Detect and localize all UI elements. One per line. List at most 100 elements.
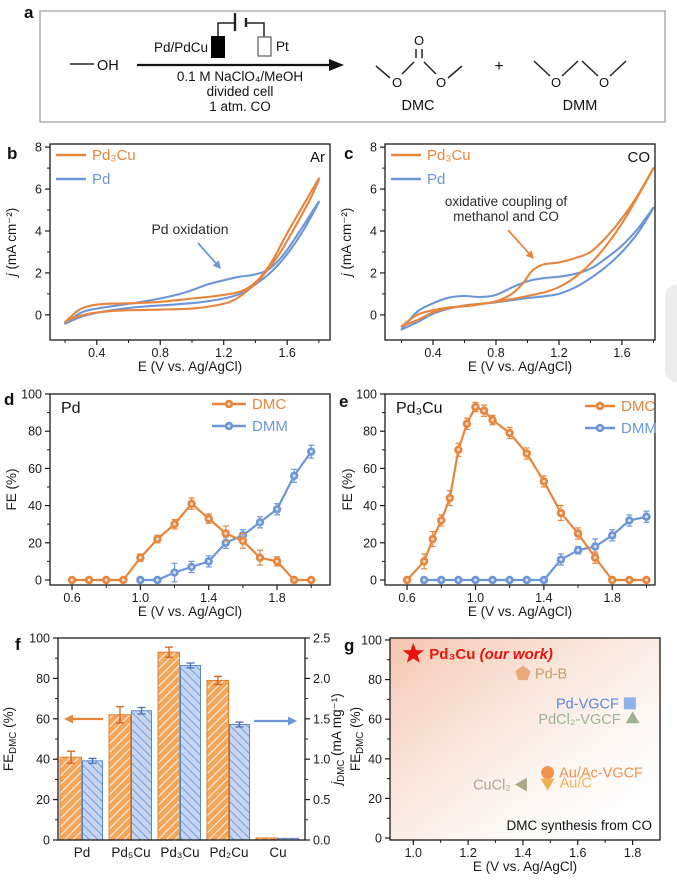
corner-label: CO — [628, 149, 651, 166]
tspan-shape: DMC — [8, 732, 19, 754]
tspan-shape: methanol and CO — [453, 209, 559, 224]
tspan-shape: (mA mg⁻¹) — [329, 693, 344, 759]
tspan-shape: Pd₃Cu — [92, 147, 136, 164]
circle-shape — [70, 578, 74, 582]
tspan-shape: j — [339, 272, 354, 278]
tspan-shape: FE — [1, 754, 16, 771]
tspan-shape: 0.6 — [398, 591, 415, 605]
circle-shape — [309, 450, 313, 454]
panel-g-letter: g — [344, 636, 355, 655]
circle-shape — [173, 522, 177, 526]
tspan-shape: 60 — [363, 462, 377, 476]
tspan-shape: 4 — [370, 224, 377, 238]
annotation-text: methanol and CO — [453, 209, 559, 224]
circle-shape — [491, 578, 495, 582]
y-tick-label: 100 — [21, 388, 42, 402]
circle-shape — [138, 556, 142, 560]
circle-shape — [292, 578, 296, 582]
tspan-shape: 0 — [370, 308, 377, 322]
circle-shape — [173, 571, 177, 575]
line-shape — [197, 242, 217, 264]
panel-a-letter: a — [24, 3, 34, 22]
category-label: Cu — [269, 845, 286, 860]
circle-shape — [309, 578, 313, 582]
tspan-shape: FE (%) — [340, 469, 355, 511]
tspan-shape: (%) — [1, 707, 16, 732]
y-tick-label: 8 — [35, 141, 42, 155]
circle-shape — [465, 422, 469, 426]
category-label: Pd — [74, 845, 91, 860]
catalyst-label: Pd/PdCu — [154, 40, 208, 55]
y-tick-label: 8 — [370, 141, 377, 155]
compare-label: Pd-VGCF — [556, 696, 619, 712]
circle-shape — [508, 578, 512, 582]
plot-frame — [49, 143, 331, 341]
panel-d-chart: 0.6 1.0 1.4 1.8 0 20 40 60 80 100 E (V vs. Ag/AgCl… — [0, 368, 338, 632]
x-tick-label: 1.8 — [268, 591, 285, 605]
tspan-shape: DMC — [355, 732, 366, 754]
line-shape — [447, 65, 463, 79]
x-tick-label: 0.8 — [487, 346, 504, 360]
x-tick-label: 1.8 — [624, 846, 641, 860]
circle-shape — [644, 515, 648, 519]
tspan-shape: 1.0 — [132, 591, 149, 605]
circle-shape — [224, 531, 228, 535]
tspan-shape: 20 — [368, 792, 382, 806]
circle-shape — [598, 426, 602, 430]
fe-bar-Pd — [59, 756, 82, 841]
x-tick-label: 1.6 — [569, 846, 586, 860]
y-axis-label: FE (%) — [340, 469, 355, 511]
circle-shape — [292, 474, 296, 478]
plot-frame — [49, 393, 331, 586]
circle-shape — [456, 448, 460, 452]
y-tick-label: 0 — [370, 308, 377, 322]
series-line-DMM — [424, 515, 647, 582]
circle-shape — [610, 533, 614, 537]
wire-right — [246, 22, 265, 37]
chart-b-svg: 0.4 0.8 1.2 1.6 0 2 4 6 8 E (V vs. Ag/AgCl) j (mA … — [4, 141, 331, 374]
circle-shape — [224, 541, 228, 545]
tspan-shape: Pd — [61, 400, 81, 417]
tspan-shape: 1.6 — [569, 846, 586, 860]
y-tick-label: 4 — [35, 224, 42, 238]
cv-curve-Pd — [64, 200, 320, 325]
y2-axis-label: jDMC (mA mg⁻¹) — [329, 693, 347, 787]
x-tick-label: 0.8 — [152, 346, 169, 360]
x-tick-label: 1.4 — [535, 591, 552, 605]
circle-shape — [138, 578, 142, 582]
tspan-shape: 6 — [370, 183, 377, 197]
series-line-DMM — [140, 451, 313, 582]
legend-label: Pd — [427, 171, 445, 188]
tspan-shape: FE — [348, 754, 363, 771]
tspan-shape: 80 — [36, 672, 50, 686]
dmm-o-left: O — [551, 75, 561, 90]
tspan-shape: 4 — [35, 224, 42, 238]
y-tick-label: 2 — [35, 266, 42, 280]
tspan-shape: 0.4 — [88, 346, 105, 360]
cv-curve-Pd₃Cu — [400, 167, 655, 328]
circle-shape — [227, 424, 231, 428]
dmm-label: DMM — [563, 98, 598, 114]
compare-label: Pd₃Cu (our work) — [429, 646, 553, 663]
tspan-shape: (our work) — [480, 646, 553, 663]
plus-sign: + — [494, 58, 503, 75]
y-tick-label: 100 — [356, 388, 377, 402]
tspan-shape: 8 — [35, 141, 42, 155]
category-label: Pd₃Cu — [160, 845, 199, 860]
y-tick-label: 40 — [368, 752, 382, 766]
y-tick-label: 0 — [370, 573, 377, 587]
y2-tick-label: 2.0 — [313, 672, 330, 686]
x-tick-label: 1.2 — [459, 846, 476, 860]
fe-bar-Pd₂Cu — [206, 679, 229, 841]
tspan-shape: 1.0 — [405, 846, 422, 860]
circle-shape — [491, 418, 495, 422]
tspan-shape: 20 — [28, 536, 42, 550]
tspan-shape: (mA cm⁻²) — [4, 208, 19, 274]
y-tick-label: 0 — [35, 573, 42, 587]
y-tick-label: 80 — [368, 673, 382, 687]
tspan-shape: (mA cm⁻²) — [339, 208, 354, 274]
j-bar-Pd₃Cu — [180, 664, 201, 841]
x-tick-label: 1.0 — [467, 591, 484, 605]
tspan-shape: 2.0 — [313, 672, 330, 686]
